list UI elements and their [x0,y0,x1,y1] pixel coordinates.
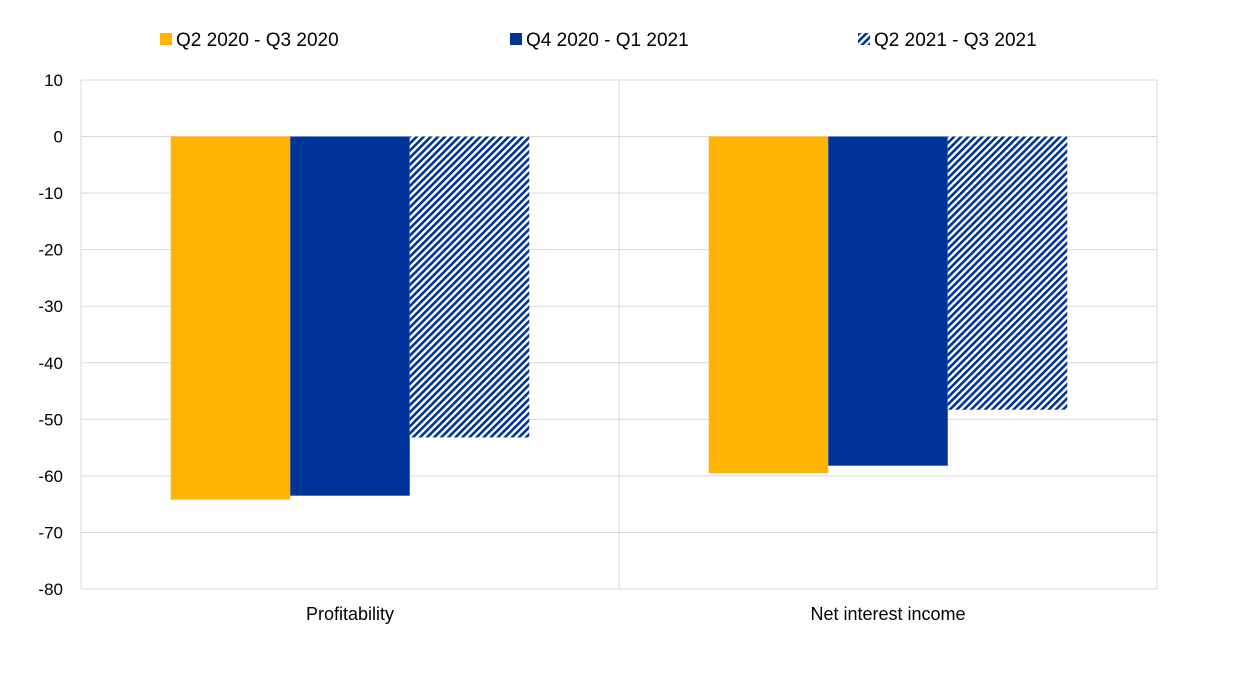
legend-label: Q4 2020 - Q1 2021 [526,30,689,51]
bar [708,136,829,474]
bar [409,136,530,438]
y-tick-label: -80 [38,580,63,599]
legend-swatch [160,33,172,45]
legend: Q2 2020 - Q3 2020 Q4 2020 - Q1 2021 Q2 202… [160,30,1037,51]
legend-label: Q2 2021 - Q3 2021 [874,30,1037,51]
x-tick-label: Profitability [306,604,394,624]
x-axis: Profitability Net interest income [306,604,966,624]
y-tick-label: -20 [38,241,63,260]
legend-swatch [858,33,870,45]
y-tick-label: -50 [38,410,63,429]
y-tick-label: -60 [38,467,63,486]
y-tick-label: 10 [44,71,63,90]
y-tick-label: -10 [38,184,63,203]
plot-frame [80,80,1158,590]
bars [170,136,1068,500]
legend-swatch [510,33,522,45]
y-tick-label: -70 [38,523,63,542]
y-tick-label: -40 [38,354,63,373]
bar [290,136,410,496]
bar [828,136,948,466]
y-tick-label: -30 [38,297,63,316]
bar [947,136,1068,410]
y-tick-label: 0 [54,128,63,147]
legend-label: Q2 2020 - Q3 2020 [176,30,339,51]
x-tick-label: Net interest income [810,604,965,624]
bar [170,136,291,500]
y-axis: 10 0 -10 -20 -30 -40 -50 -60 -70 -80 [38,71,63,599]
